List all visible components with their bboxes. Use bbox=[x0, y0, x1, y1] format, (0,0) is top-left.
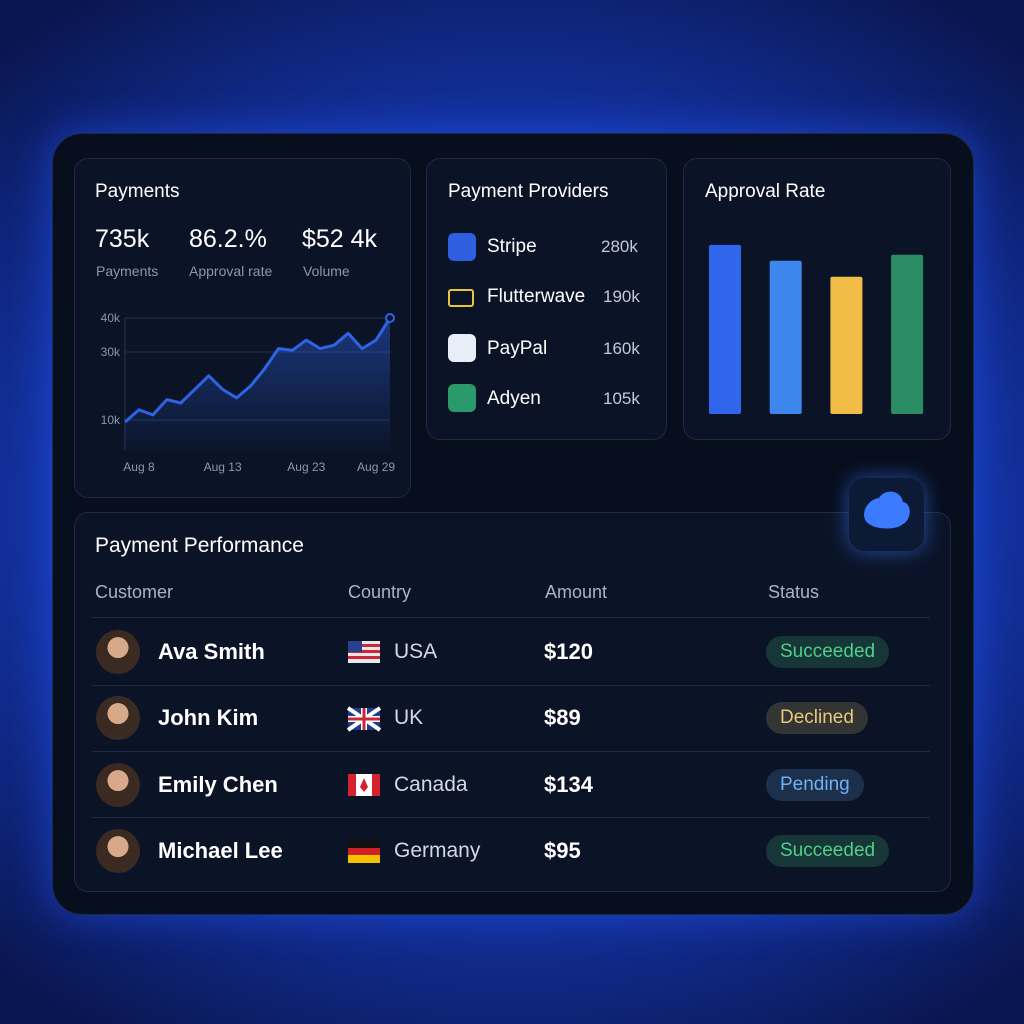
customer-name: Michael Lee bbox=[158, 838, 283, 863]
provider-name: Flutterwave bbox=[487, 286, 586, 307]
country: Canada bbox=[394, 773, 468, 796]
stat-label: Payments bbox=[96, 263, 159, 279]
provider-value: 190k bbox=[603, 287, 640, 306]
status-badge: Succeeded bbox=[766, 835, 890, 867]
amount: $95 bbox=[544, 838, 581, 863]
avatar bbox=[96, 829, 140, 873]
line bbox=[124, 317, 392, 424]
x-tick-label: Aug 23 bbox=[287, 460, 325, 474]
customer-name: John Kim bbox=[158, 705, 259, 730]
bar bbox=[891, 254, 924, 414]
country: UK bbox=[394, 706, 424, 729]
flutterwave-icon bbox=[448, 289, 474, 307]
flag-uk bbox=[346, 706, 382, 732]
customer-name: Ava Smith bbox=[158, 639, 265, 664]
provider-name: Adyen bbox=[487, 388, 541, 409]
row-divider bbox=[92, 751, 930, 752]
y-tick-label: 10k bbox=[101, 413, 121, 427]
customer-name: Emily Chen bbox=[158, 772, 278, 797]
amount: $89 bbox=[544, 705, 581, 730]
status-badge: Pending bbox=[766, 769, 864, 801]
provider-name: Stripe bbox=[487, 236, 537, 257]
x-tick-label: Aug 8 bbox=[123, 460, 155, 474]
bar bbox=[709, 244, 741, 414]
stat-label: Approval rate bbox=[189, 263, 273, 279]
flag-canada bbox=[348, 774, 380, 796]
column-header: Status bbox=[768, 582, 820, 602]
avatar bbox=[96, 763, 140, 807]
column-header: Amount bbox=[545, 582, 608, 602]
status-badge: Succeeded bbox=[766, 636, 890, 668]
flag-germany bbox=[348, 840, 380, 863]
card-title: Payment Performance bbox=[95, 534, 304, 557]
x-tick-label: Aug 13 bbox=[204, 460, 242, 474]
x-tick-label: Aug 29 bbox=[357, 460, 395, 474]
amount: $120 bbox=[544, 639, 593, 664]
country: Germany bbox=[394, 839, 481, 862]
bar bbox=[830, 276, 863, 414]
card-title: Approval Rate bbox=[705, 181, 826, 202]
provider-value: 160k bbox=[603, 339, 640, 358]
floating-icon[interactable] bbox=[849, 478, 924, 551]
row-divider bbox=[92, 617, 930, 618]
paypal-icon bbox=[448, 334, 476, 362]
blob-icon bbox=[864, 491, 910, 529]
adyen-icon bbox=[448, 384, 476, 412]
performance-card bbox=[74, 512, 951, 892]
stat-value: 86.2.% bbox=[189, 225, 267, 253]
column-header: Country bbox=[348, 582, 412, 602]
stat-value: $52 4k bbox=[302, 225, 378, 253]
y-tick-label: 40k bbox=[101, 311, 121, 325]
row-divider bbox=[92, 817, 930, 818]
amount: $134 bbox=[544, 772, 593, 797]
flag-usa bbox=[348, 641, 380, 663]
stat-label: Volume bbox=[303, 263, 350, 279]
provider-name: PayPal bbox=[487, 338, 548, 359]
status-badge: Declined bbox=[766, 702, 868, 734]
avatar bbox=[96, 696, 140, 740]
y-tick-label: 30k bbox=[101, 345, 121, 359]
bar bbox=[769, 260, 802, 414]
country: USA bbox=[394, 640, 438, 663]
provider-value: 280k bbox=[601, 237, 638, 256]
row-divider bbox=[92, 685, 930, 686]
stat-value: 735k bbox=[95, 225, 150, 253]
column-header: Customer bbox=[95, 582, 174, 602]
card-title: Payments bbox=[95, 181, 180, 202]
card-title: Payment Providers bbox=[448, 181, 609, 202]
avatar bbox=[96, 630, 140, 674]
area-fill bbox=[125, 318, 390, 454]
stripe-icon bbox=[448, 233, 476, 261]
provider-value: 105k bbox=[603, 389, 640, 408]
end-point bbox=[385, 313, 395, 323]
